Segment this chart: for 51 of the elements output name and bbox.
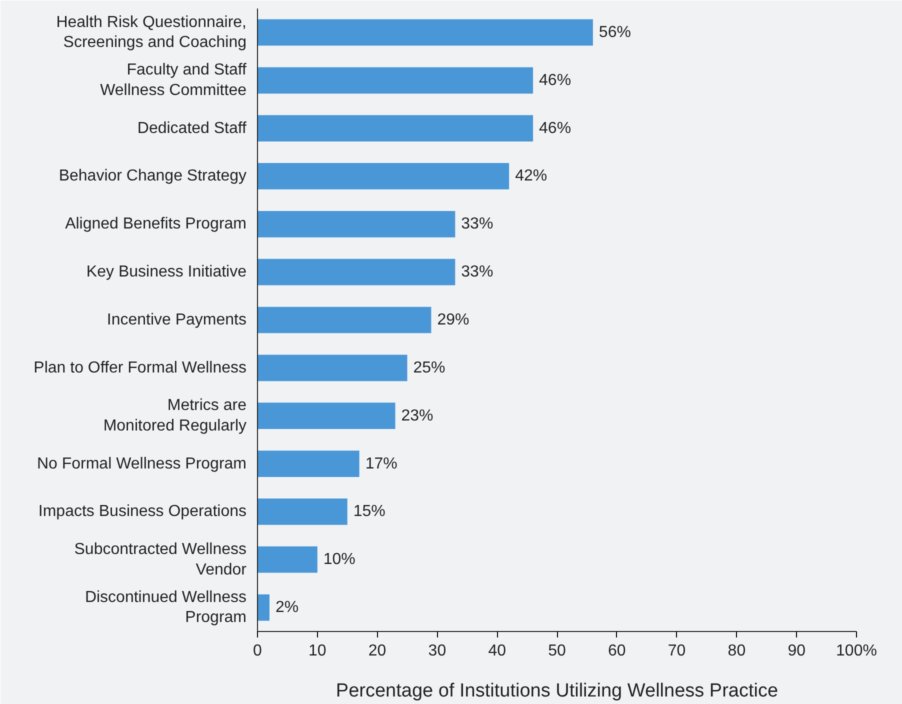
y-tick-label: Health Risk Questionnaire, Screenings and Coaching — [56, 14, 246, 52]
y-tick-label: No Formal Wellness Program — [36, 455, 247, 472]
x-tick-label: 40 — [488, 642, 506, 660]
y-tick-label: Subcontracted Wellness Vendor — [74, 540, 248, 578]
data-label: 46% — [539, 72, 572, 89]
x-tick-label: 100% — [836, 642, 877, 660]
x-tick-label: 50 — [548, 642, 566, 660]
data-label: 25% — [413, 359, 446, 376]
bar — [258, 402, 396, 430]
y-tick-label: Behavior Change Strategy — [58, 168, 246, 185]
y-tick-label: Metrics are Monitored Regularly — [103, 397, 247, 435]
y-tick-label: Incentive Payments — [106, 312, 246, 328]
data-label: 15% — [353, 503, 386, 520]
x-tick-label: 70 — [668, 642, 686, 660]
data-label: 17% — [365, 455, 398, 472]
bar — [258, 450, 360, 477]
bar — [258, 594, 270, 621]
data-label: 10% — [323, 551, 356, 568]
y-tick-label: Key Business Initiative — [86, 264, 247, 281]
bar — [258, 306, 432, 334]
data-label: 33% — [461, 264, 494, 281]
data-label: 29% — [437, 312, 470, 328]
x-tick-label: 60 — [608, 642, 626, 660]
y-tick-label: Impacts Business Operations — [38, 503, 246, 520]
x-tick-label: 10 — [308, 642, 326, 660]
data-label: 2% — [275, 599, 299, 616]
bar — [258, 163, 510, 190]
bar — [258, 115, 534, 142]
bar — [258, 210, 456, 238]
x-tick-label: 20 — [368, 642, 386, 660]
data-label: 23% — [401, 407, 434, 424]
data-label: 46% — [539, 120, 572, 137]
y-tick-label: Discontinued Wellness Program — [84, 588, 247, 626]
x-tick-label: 30 — [428, 642, 446, 660]
x-axis-title: Percentage of Institutions Utilizing Wellness Practice — [336, 680, 778, 702]
bar — [258, 546, 318, 573]
bar — [258, 19, 593, 46]
bar — [258, 498, 348, 525]
y-tick-label: Aligned Benefits Program — [65, 216, 247, 233]
data-label: 56% — [598, 24, 631, 41]
data-label: 42% — [515, 168, 548, 185]
bar — [258, 354, 408, 382]
bar — [258, 67, 534, 94]
data-label: 33% — [461, 216, 494, 233]
y-tick-label: Plan to Offer Formal Wellness — [34, 359, 247, 376]
x-tick-label: 80 — [728, 642, 746, 660]
y-tick-label: Dedicated Staff — [137, 120, 248, 137]
x-tick-label: 90 — [788, 642, 806, 660]
bar — [258, 258, 456, 286]
x-tick-label: 0 — [253, 642, 262, 660]
y-tick-label: Faculty and Staff Wellness Committee — [100, 62, 248, 100]
